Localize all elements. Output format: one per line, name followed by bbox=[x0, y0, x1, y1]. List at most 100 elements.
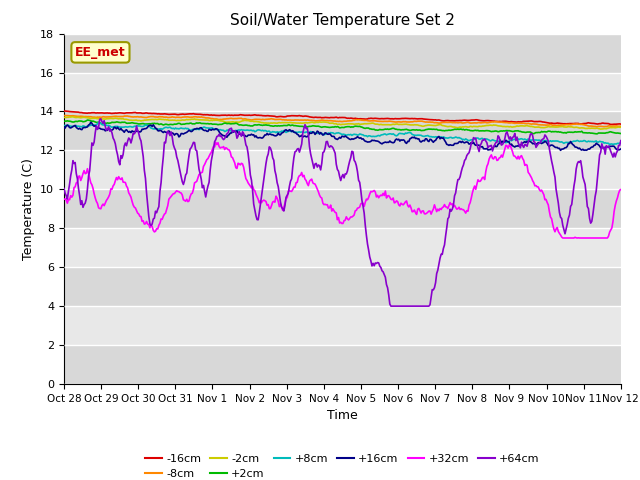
-2cm bbox=[69, 114, 77, 120]
Bar bbox=[64, 306, 621, 345]
+2cm bbox=[84, 117, 92, 123]
-2cm bbox=[326, 120, 333, 126]
+32cm bbox=[617, 187, 625, 192]
+32cm bbox=[362, 196, 370, 202]
+2cm bbox=[326, 124, 333, 130]
Line: +16cm: +16cm bbox=[64, 122, 621, 150]
+2cm bbox=[606, 129, 614, 135]
-16cm bbox=[516, 119, 524, 125]
-16cm bbox=[617, 121, 625, 127]
-16cm bbox=[604, 120, 611, 126]
Text: EE_met: EE_met bbox=[75, 46, 126, 59]
+8cm bbox=[605, 141, 612, 146]
-16cm bbox=[608, 121, 616, 127]
-16cm bbox=[362, 116, 369, 122]
+2cm bbox=[362, 125, 370, 131]
+16cm bbox=[557, 147, 564, 153]
+8cm bbox=[60, 122, 68, 128]
Line: -2cm: -2cm bbox=[64, 117, 621, 129]
+32cm bbox=[518, 153, 525, 158]
-2cm bbox=[60, 115, 68, 120]
-2cm bbox=[597, 126, 605, 132]
+32cm bbox=[60, 196, 68, 202]
+32cm bbox=[326, 205, 333, 211]
Title: Soil/Water Temperature Set 2: Soil/Water Temperature Set 2 bbox=[230, 13, 455, 28]
-16cm bbox=[392, 116, 399, 121]
Bar bbox=[64, 34, 621, 72]
Bar bbox=[64, 267, 621, 306]
Legend: -16cm, -8cm, -2cm, +2cm, +8cm, +16cm, +32cm, +64cm: -16cm, -8cm, -2cm, +2cm, +8cm, +16cm, +3… bbox=[141, 449, 544, 480]
Line: -8cm: -8cm bbox=[64, 115, 621, 127]
+2cm bbox=[617, 131, 625, 136]
+32cm bbox=[212, 140, 220, 145]
+8cm bbox=[393, 133, 401, 139]
-2cm bbox=[393, 121, 401, 127]
+32cm bbox=[559, 235, 566, 241]
+16cm bbox=[393, 136, 401, 142]
+32cm bbox=[329, 206, 337, 212]
+2cm bbox=[518, 129, 525, 135]
+16cm bbox=[617, 146, 625, 152]
+64cm bbox=[362, 232, 370, 238]
+16cm bbox=[362, 139, 370, 144]
Line: +32cm: +32cm bbox=[64, 143, 621, 238]
+16cm bbox=[518, 142, 525, 148]
-8cm bbox=[362, 118, 369, 123]
Bar bbox=[64, 345, 621, 384]
-8cm bbox=[605, 123, 612, 129]
+16cm bbox=[606, 144, 614, 149]
+64cm bbox=[60, 186, 68, 192]
Line: +64cm: +64cm bbox=[64, 119, 621, 306]
+8cm bbox=[95, 120, 102, 125]
+64cm bbox=[617, 138, 625, 144]
+16cm bbox=[60, 124, 68, 130]
+16cm bbox=[326, 131, 333, 136]
-2cm bbox=[518, 123, 525, 129]
+8cm bbox=[606, 142, 614, 147]
-8cm bbox=[617, 123, 625, 129]
+64cm bbox=[606, 145, 614, 151]
-2cm bbox=[362, 121, 370, 127]
Bar bbox=[64, 150, 621, 189]
-8cm bbox=[328, 118, 335, 124]
Line: -16cm: -16cm bbox=[64, 111, 621, 124]
+2cm bbox=[60, 119, 68, 124]
+8cm bbox=[329, 130, 337, 136]
+64cm bbox=[394, 303, 401, 309]
+8cm bbox=[617, 140, 625, 146]
+64cm bbox=[326, 144, 333, 150]
-8cm bbox=[324, 118, 332, 123]
+32cm bbox=[606, 229, 614, 235]
+64cm bbox=[329, 145, 337, 151]
-2cm bbox=[617, 124, 625, 130]
+64cm bbox=[97, 116, 105, 122]
-8cm bbox=[60, 112, 68, 118]
-8cm bbox=[516, 120, 524, 126]
Bar bbox=[64, 72, 621, 111]
-16cm bbox=[328, 115, 335, 120]
+2cm bbox=[593, 131, 600, 137]
-16cm bbox=[324, 115, 332, 120]
+16cm bbox=[87, 120, 95, 125]
-16cm bbox=[60, 108, 68, 114]
-8cm bbox=[593, 124, 600, 130]
+64cm bbox=[387, 303, 395, 309]
+8cm bbox=[518, 136, 525, 142]
Bar bbox=[64, 111, 621, 150]
Bar bbox=[64, 228, 621, 267]
X-axis label: Time: Time bbox=[327, 409, 358, 422]
-8cm bbox=[392, 119, 399, 125]
-2cm bbox=[329, 120, 337, 126]
+32cm bbox=[393, 198, 401, 204]
Y-axis label: Temperature (C): Temperature (C) bbox=[22, 158, 35, 260]
+2cm bbox=[329, 124, 337, 130]
-2cm bbox=[606, 125, 614, 131]
Line: +8cm: +8cm bbox=[64, 122, 621, 144]
Bar bbox=[64, 189, 621, 228]
+16cm bbox=[329, 133, 337, 139]
+2cm bbox=[393, 126, 401, 132]
+64cm bbox=[519, 143, 527, 148]
+8cm bbox=[326, 131, 333, 137]
Line: +2cm: +2cm bbox=[64, 120, 621, 134]
+8cm bbox=[362, 133, 370, 139]
